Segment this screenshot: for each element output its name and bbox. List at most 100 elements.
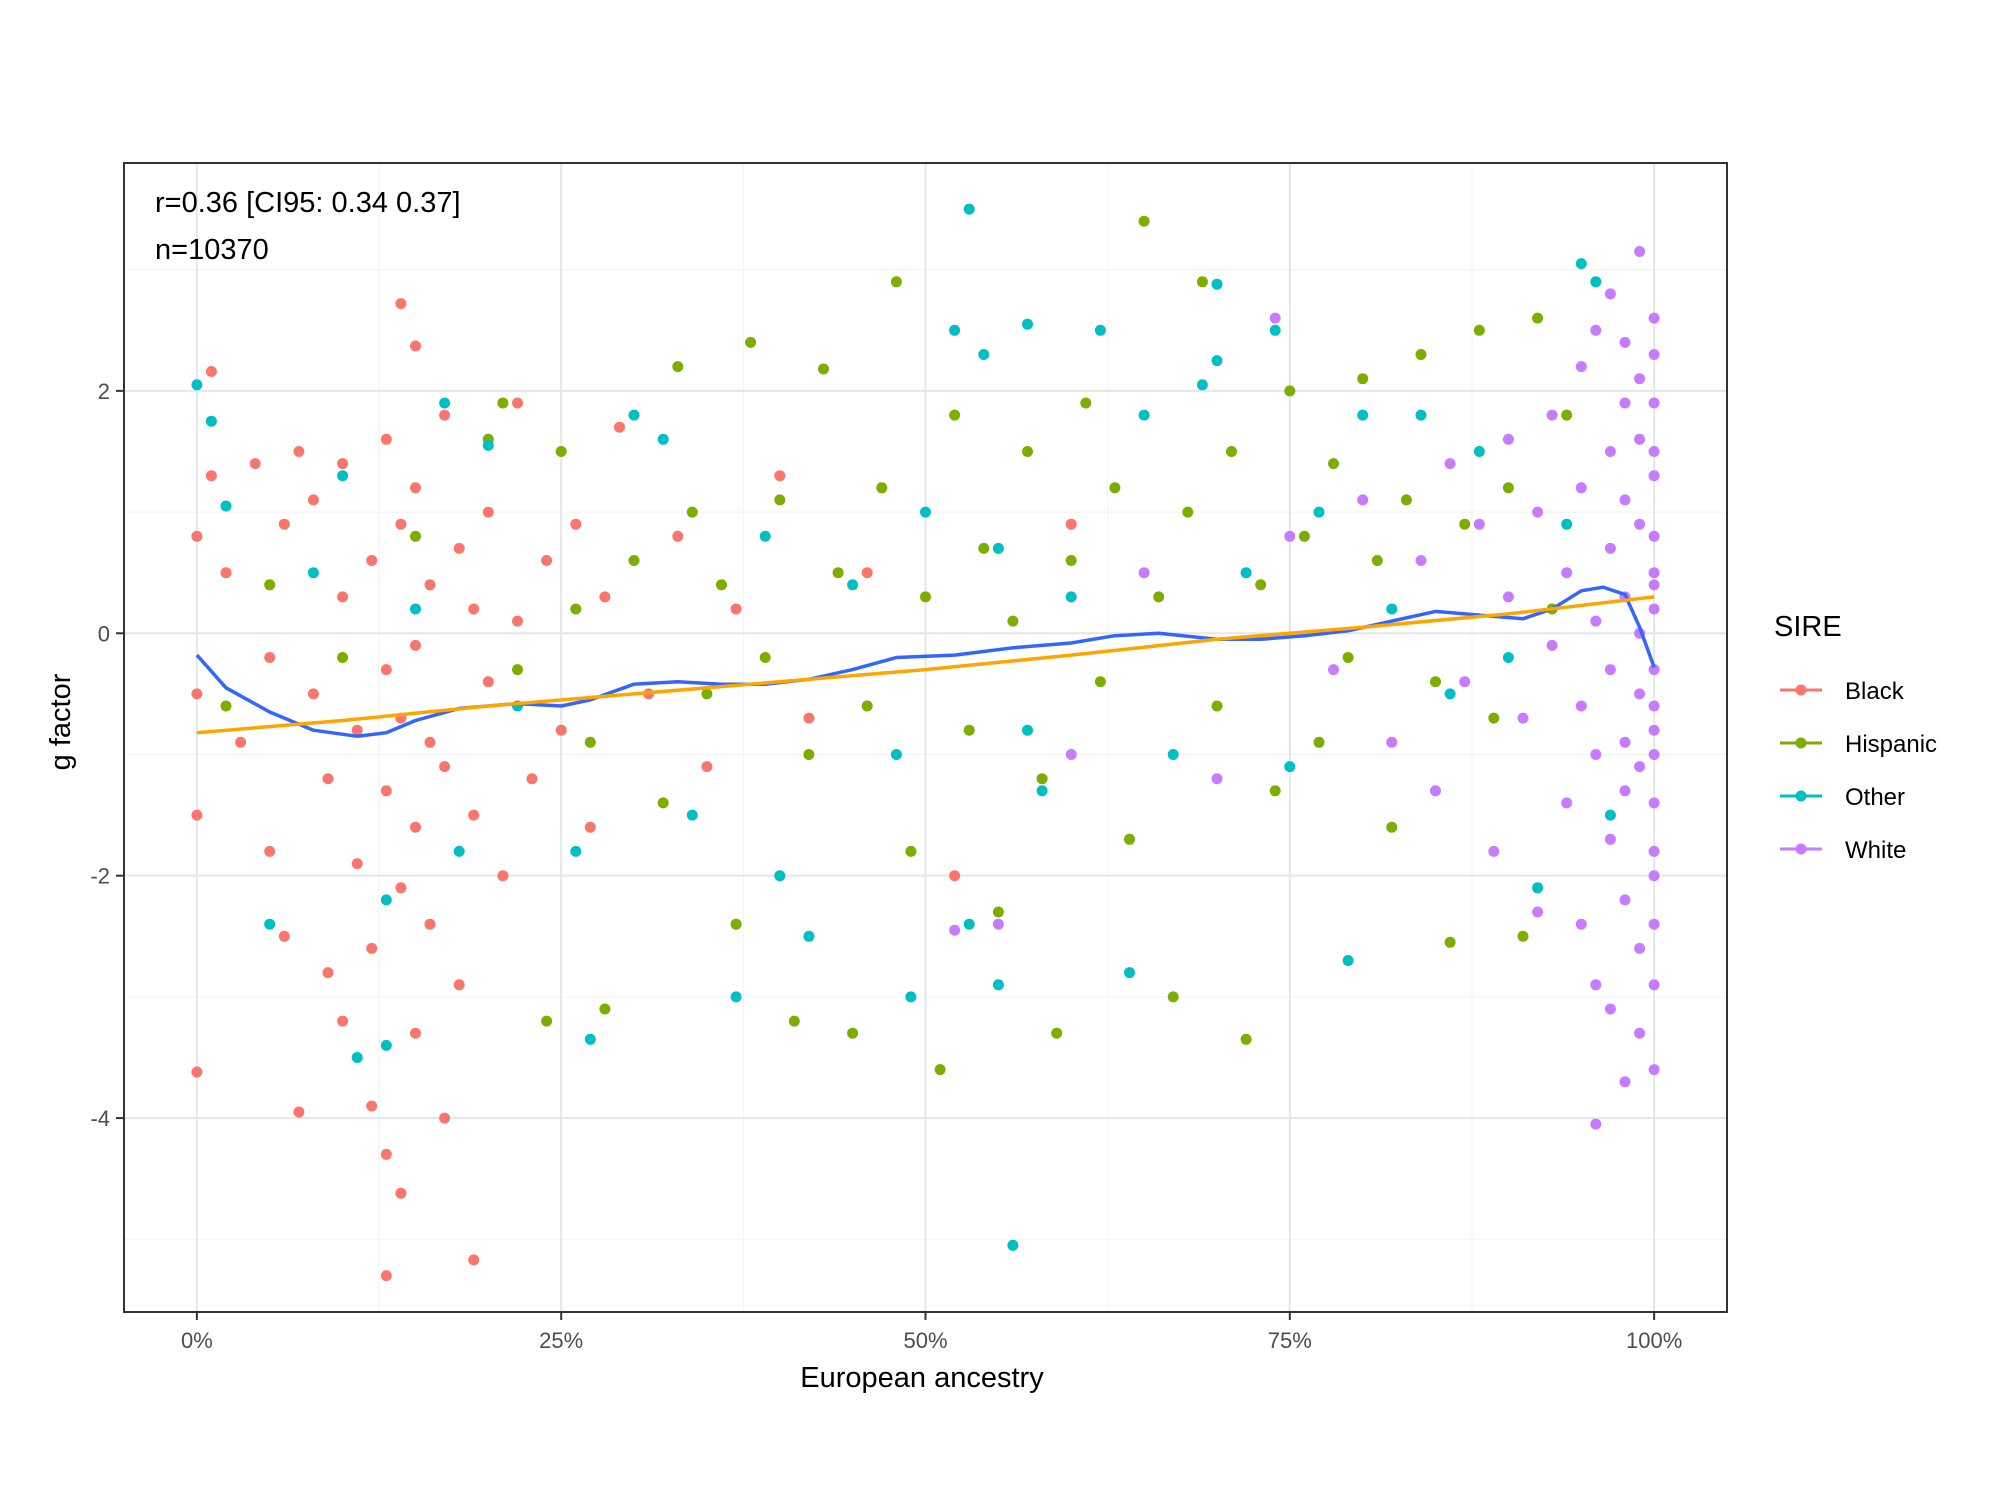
data-point [191, 530, 203, 542]
data-point [453, 979, 465, 991]
data-point [1473, 446, 1485, 457]
data-point [1634, 433, 1646, 445]
data-point [1634, 1027, 1646, 1039]
legend-label: White [1845, 837, 1906, 864]
data-point [920, 506, 931, 518]
data-point [1619, 785, 1631, 797]
data-point [220, 567, 232, 579]
data-point [439, 397, 451, 409]
legend-key-point [1795, 790, 1807, 802]
legend-item-other: Other [1780, 784, 1905, 811]
data-point [468, 809, 480, 821]
data-point [322, 773, 334, 785]
data-point [905, 991, 917, 1003]
data-point [1619, 894, 1631, 906]
data-point [992, 906, 1004, 918]
data-point [1590, 1118, 1602, 1130]
data-point [730, 603, 742, 615]
y-tick-label: 0 [98, 621, 110, 646]
data-point [1255, 579, 1267, 591]
data-point [1065, 749, 1077, 760]
legend-item-white: White [1780, 837, 1906, 864]
data-point [1532, 906, 1544, 918]
data-point [366, 942, 378, 954]
data-point [1561, 567, 1573, 579]
data-point [1619, 494, 1631, 506]
data-point [847, 1027, 859, 1039]
data-point [410, 821, 421, 833]
data-point [949, 870, 961, 882]
data-point [1648, 579, 1660, 591]
data-point [351, 724, 363, 736]
data-point [424, 918, 436, 930]
data-point [1065, 555, 1077, 566]
x-tick-label: 25% [539, 1328, 583, 1353]
data-point [1517, 712, 1529, 724]
data-point [1328, 458, 1339, 470]
data-point [570, 603, 582, 615]
data-point [1022, 318, 1033, 330]
data-point [410, 1027, 421, 1039]
data-point [307, 567, 319, 579]
data-point [1648, 918, 1660, 930]
data-point [541, 1015, 553, 1027]
data-point [468, 1254, 480, 1266]
data-point [220, 700, 232, 712]
data-point [657, 433, 669, 445]
data-point [1546, 409, 1558, 421]
data-point [1342, 955, 1354, 966]
data-point [788, 1015, 800, 1027]
data-point [351, 858, 363, 870]
data-point [366, 1100, 378, 1112]
data-point [1648, 870, 1660, 882]
data-point [934, 1064, 946, 1076]
data-point [803, 712, 815, 724]
data-point [803, 749, 815, 760]
data-point [1561, 518, 1573, 530]
data-point [410, 603, 421, 615]
data-point [963, 918, 975, 930]
data-point [599, 1003, 611, 1015]
data-point [890, 749, 902, 760]
data-point [1269, 785, 1281, 797]
data-point [1240, 567, 1252, 579]
data-point [1575, 482, 1587, 494]
data-point [278, 930, 290, 942]
data-point [614, 421, 625, 433]
data-point [380, 1270, 392, 1282]
data-point [949, 409, 961, 421]
data-point [220, 500, 232, 512]
data-point [191, 809, 203, 821]
data-point [774, 870, 786, 882]
x-tick-label: 100% [1626, 1328, 1682, 1353]
legend-key-point [1795, 843, 1807, 855]
data-point [1648, 700, 1660, 712]
data-point [337, 458, 349, 470]
data-point [1022, 724, 1033, 736]
data-point [1400, 494, 1412, 506]
data-point [1269, 324, 1281, 336]
data-point [832, 567, 844, 579]
data-point [1648, 979, 1660, 991]
data-point [1167, 749, 1179, 760]
data-point [1648, 603, 1660, 615]
data-point [307, 688, 319, 700]
data-point [657, 797, 669, 809]
series-hispanic [220, 215, 1573, 1076]
data-point [380, 664, 392, 676]
data-point [512, 664, 523, 676]
data-point [380, 433, 392, 445]
data-point [380, 1039, 392, 1051]
data-point [701, 688, 713, 700]
data-point [1634, 246, 1646, 257]
data-point [774, 494, 786, 506]
data-point [1473, 518, 1485, 530]
data-point [774, 470, 786, 482]
data-point [337, 591, 349, 603]
legend-items: Black Hispanic Other White [1780, 678, 1937, 864]
data-point [1619, 336, 1631, 348]
data-point [1502, 591, 1514, 603]
data-point [1226, 446, 1237, 457]
data-point [890, 276, 902, 288]
data-point [468, 603, 480, 615]
